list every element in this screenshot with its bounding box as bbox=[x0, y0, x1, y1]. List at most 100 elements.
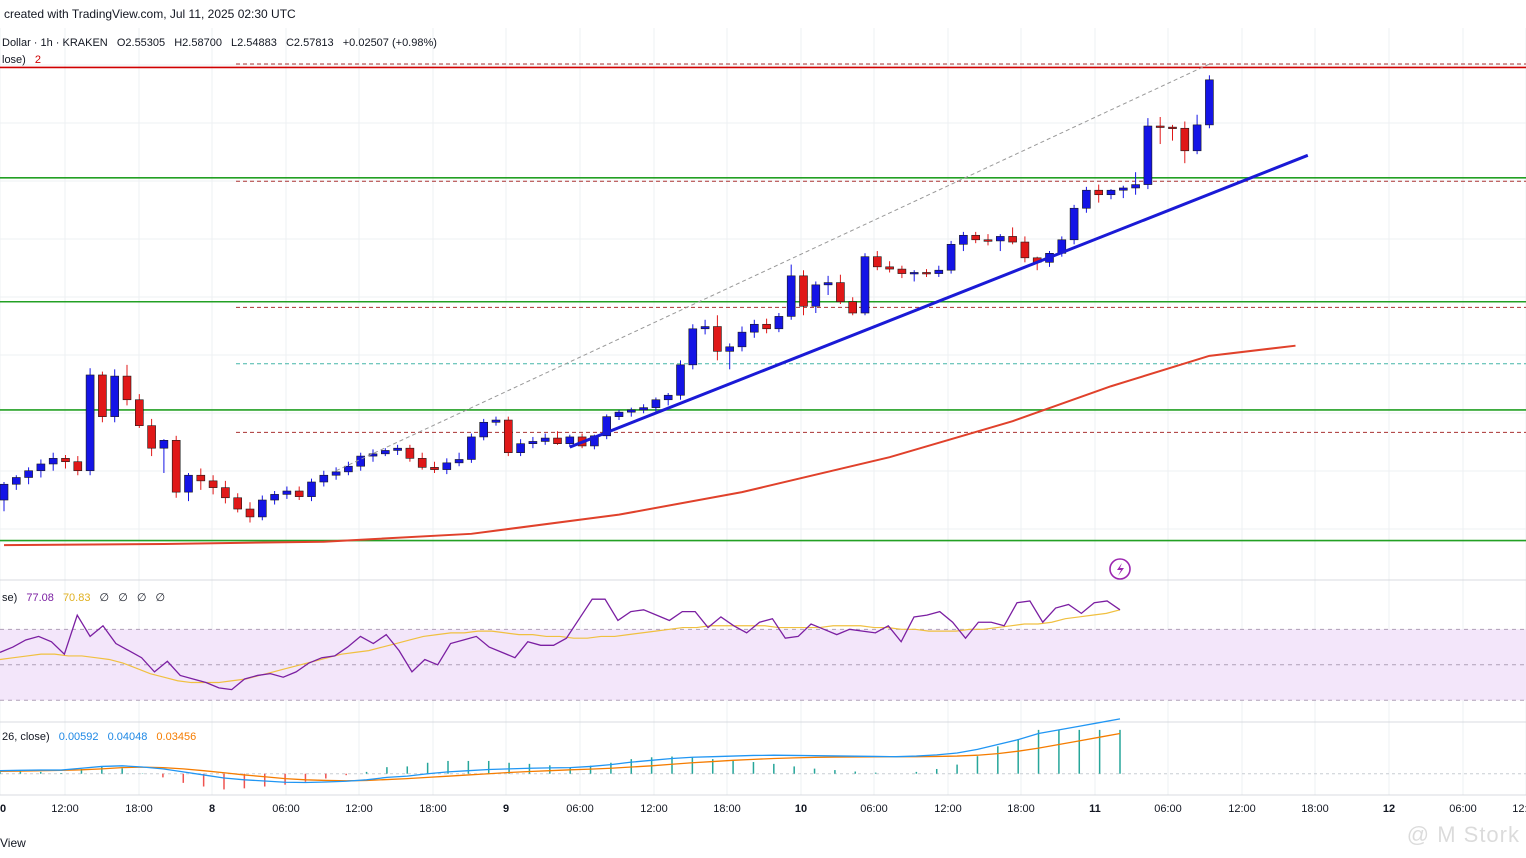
ma-legend: lose) 2 bbox=[2, 54, 41, 66]
x-tick-label: 12:00 bbox=[1512, 803, 1526, 815]
candle-down bbox=[1156, 126, 1164, 128]
tradingview-brand: View bbox=[0, 836, 26, 850]
candle-down bbox=[984, 240, 992, 242]
candle-down bbox=[1095, 190, 1103, 195]
candle-up bbox=[910, 272, 918, 274]
rsi-legend-rsi: 77.08 bbox=[26, 592, 54, 604]
legend-change: +0.02507 (+0.98%) bbox=[343, 37, 437, 49]
candle-down bbox=[135, 400, 143, 426]
candle-up bbox=[332, 472, 340, 475]
candle-up bbox=[726, 347, 734, 352]
candle-up bbox=[750, 324, 758, 332]
candle-down bbox=[172, 440, 180, 492]
rsi-legend-slot: ∅ bbox=[118, 592, 128, 604]
candle-down bbox=[418, 458, 426, 467]
candle-down bbox=[74, 462, 82, 471]
candle-up bbox=[1070, 208, 1078, 240]
candle-up bbox=[701, 327, 709, 329]
candle-up bbox=[517, 444, 525, 453]
x-tick-label: 12:00 bbox=[640, 803, 668, 815]
candle-down bbox=[886, 267, 894, 269]
x-tick-label: 06:00 bbox=[272, 803, 300, 815]
candle-down bbox=[836, 283, 844, 302]
macd-legend-hist: 0.03456 bbox=[156, 731, 196, 743]
candle-down bbox=[1169, 127, 1177, 129]
candle-up bbox=[541, 438, 549, 441]
candle-down bbox=[972, 235, 980, 240]
candle-down bbox=[1021, 242, 1029, 258]
macd-layer bbox=[0, 719, 1526, 790]
candle-up bbox=[455, 459, 463, 462]
candle-up bbox=[25, 471, 33, 478]
candle-up bbox=[160, 440, 168, 448]
candle-up bbox=[615, 412, 623, 417]
rsi-legend-slot: ∅ bbox=[100, 592, 110, 604]
rsi-legend: se) 77.08 70.83 ∅ ∅ ∅ ∅ bbox=[2, 592, 165, 604]
x-tick-label: 18:00 bbox=[1301, 803, 1329, 815]
candle-up bbox=[258, 500, 266, 517]
candle-up bbox=[443, 463, 451, 470]
x-tick-label: 12:00 bbox=[51, 803, 79, 815]
author-watermark: @ M Stork bbox=[1407, 822, 1520, 848]
candle-up bbox=[935, 270, 943, 273]
candle-up bbox=[320, 475, 328, 482]
candle-down bbox=[431, 467, 439, 469]
candle-down bbox=[1181, 128, 1189, 151]
candle-up bbox=[996, 236, 1004, 241]
candle-down bbox=[1009, 236, 1017, 242]
candle-down bbox=[295, 491, 303, 497]
rsi-legend-ma: 70.83 bbox=[63, 592, 91, 604]
candle-up bbox=[812, 285, 820, 306]
legend-c-label: C bbox=[286, 37, 294, 49]
ma-legend-value: 2 bbox=[35, 54, 41, 66]
candle-up bbox=[689, 329, 697, 365]
candle-up bbox=[394, 448, 402, 450]
candle-down bbox=[554, 438, 562, 444]
candle-down bbox=[221, 488, 229, 498]
candle-up bbox=[627, 410, 635, 412]
candles-layer bbox=[0, 75, 1213, 522]
candle-up bbox=[344, 466, 352, 472]
candle-down bbox=[849, 302, 857, 313]
x-tick-label: 18:00 bbox=[125, 803, 153, 815]
x-tick-label: 18:00 bbox=[419, 803, 447, 815]
candle-up bbox=[185, 475, 193, 492]
candle-down bbox=[898, 269, 906, 274]
candle-down bbox=[98, 375, 106, 417]
candle-up bbox=[652, 400, 660, 408]
candle-down bbox=[197, 475, 205, 481]
candle-up bbox=[492, 420, 500, 422]
x-tick-label: 12 bbox=[1383, 803, 1395, 815]
candle-down bbox=[209, 481, 217, 488]
candle-up bbox=[824, 283, 832, 285]
candle-down bbox=[148, 426, 156, 449]
x-tick-label: 12:00 bbox=[1228, 803, 1256, 815]
candle-up bbox=[467, 437, 475, 460]
ma-line bbox=[4, 346, 1296, 545]
ma-legend-label: lose) bbox=[2, 54, 26, 66]
candle-up bbox=[1144, 126, 1152, 185]
macd-legend-label: 26, close) bbox=[2, 731, 50, 743]
candle-up bbox=[787, 276, 795, 317]
ohlc-legend: Dollar · 1h · KRAKEN O2.55305 H2.58700 L… bbox=[2, 37, 437, 49]
macd-line bbox=[0, 719, 1120, 783]
candle-up bbox=[959, 235, 967, 244]
candle-up bbox=[529, 441, 537, 443]
candle-up bbox=[1082, 190, 1090, 208]
candle-down bbox=[923, 272, 931, 274]
ma-layer bbox=[4, 346, 1296, 545]
alert-icon[interactable] bbox=[1110, 559, 1130, 579]
candle-up bbox=[37, 464, 45, 471]
x-axis: 0 12:00 18:00 8 06:00 12:00 18:00 9 06:00 12:00 18… bbox=[0, 803, 1526, 815]
candle-up bbox=[1132, 185, 1140, 188]
x-tick-label: 12:00 bbox=[345, 803, 373, 815]
candle-down bbox=[234, 498, 242, 509]
candle-down bbox=[246, 509, 254, 517]
legend-h-label: H bbox=[174, 37, 182, 49]
x-tick-label: 0 bbox=[0, 803, 6, 815]
candle-up bbox=[1107, 190, 1115, 195]
candle-up bbox=[861, 257, 869, 313]
legend-h: 2.58700 bbox=[182, 37, 222, 49]
